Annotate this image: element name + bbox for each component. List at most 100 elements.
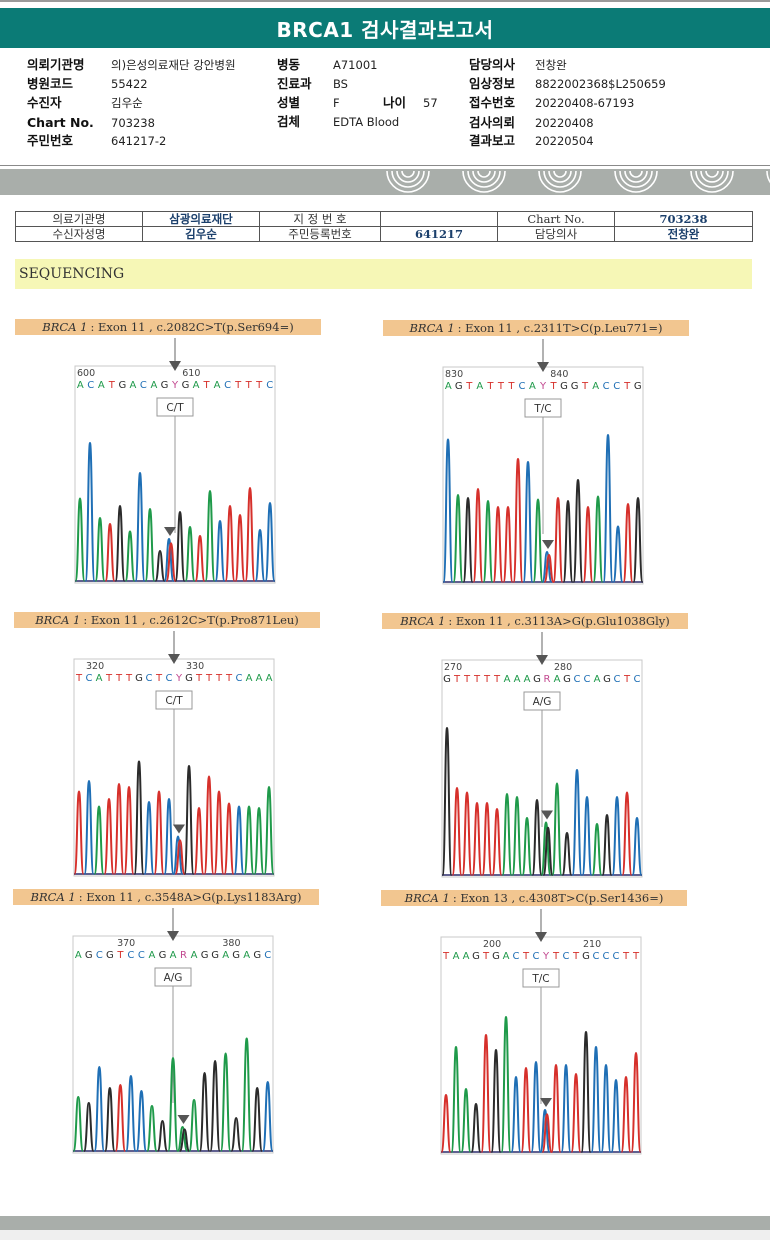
peak-heterozygous	[172, 835, 184, 875]
label-resident-no: 주민번호	[27, 133, 74, 148]
sequencing-section-title: SEQUENCING	[15, 259, 752, 289]
label-request-date: 검사의뢰	[469, 115, 516, 130]
peak-heterozygous	[539, 1108, 551, 1153]
wave-arc	[548, 170, 572, 183]
base-call: T	[482, 951, 490, 962]
peak	[83, 1101, 95, 1152]
peak	[103, 797, 115, 875]
pointer-arrow-icon	[168, 654, 180, 664]
peak	[104, 1086, 116, 1152]
base-call: A	[445, 381, 452, 392]
peak	[133, 760, 145, 875]
position-label: 210	[583, 939, 601, 950]
peak	[83, 779, 95, 875]
peak	[143, 800, 155, 875]
value-age: 57	[423, 96, 438, 110]
peak	[113, 782, 125, 875]
peak	[263, 785, 275, 875]
base-call: C	[518, 381, 525, 392]
base-call: A	[149, 950, 156, 961]
base-call: C	[613, 381, 620, 392]
peak	[460, 1087, 472, 1153]
peak	[135, 1089, 148, 1152]
divider	[0, 165, 770, 166]
peak-heterozygous	[542, 826, 554, 876]
peak	[72, 1095, 84, 1152]
peak	[204, 489, 216, 582]
value-specimen: EDTA Blood	[333, 115, 400, 129]
peak	[451, 786, 463, 876]
peak	[233, 805, 245, 875]
base-call: A	[463, 951, 470, 962]
base-call: C	[86, 673, 93, 684]
base-call: T	[465, 381, 473, 392]
peak-heterozygous	[540, 821, 552, 876]
base-call: C	[533, 951, 540, 962]
base-call: T	[225, 673, 233, 684]
base-call: T	[442, 951, 450, 962]
base-call: T	[549, 381, 557, 392]
peak	[251, 1086, 263, 1152]
variant-panel: BRCA 1: Exon 13 , c.4308T>C(p.Ser1436=) …	[381, 890, 691, 1160]
wave-arc	[553, 170, 567, 178]
peak	[114, 504, 126, 582]
base-call: G	[106, 950, 114, 961]
peak	[591, 822, 603, 876]
peak	[531, 798, 543, 876]
variant-header: BRCA 1: Exon 13 , c.4308T>C(p.Ser1436=)	[381, 890, 687, 906]
pointer-arrow-icon	[536, 655, 548, 665]
base-call: A	[266, 673, 273, 684]
table-row: 수신자성명 김우순 주민등록번호 641217 담당의사 전창완	[15, 226, 753, 242]
label-report-date: 결과보고	[469, 133, 516, 148]
position-label: 840	[550, 369, 568, 380]
peak	[630, 1051, 642, 1153]
wave-arc	[462, 170, 506, 193]
value-request-date: 20220408	[535, 116, 594, 130]
variant-description: : Exon 13 , c.4308T>C(p.Ser1436=)	[452, 891, 664, 905]
base-call: G	[603, 674, 611, 685]
peak	[510, 1075, 522, 1153]
label-chart-no: Chart No.	[27, 115, 94, 130]
wave-arc	[695, 170, 729, 188]
base-call: C	[513, 951, 520, 962]
cell-chart-value: 703238	[614, 211, 753, 227]
base-call: A	[246, 673, 253, 684]
base-call: T	[486, 381, 494, 392]
peak	[481, 801, 493, 876]
base-call: C	[614, 674, 621, 685]
cell-recipient-label: 수신자성명	[15, 226, 143, 242]
base-call: G	[232, 950, 240, 961]
peak	[571, 768, 583, 876]
peak	[230, 1116, 242, 1152]
peak	[209, 1059, 221, 1152]
label-institution: 의뢰기관명	[27, 57, 85, 72]
peak	[253, 806, 265, 875]
peak	[194, 534, 206, 582]
base-call: G	[563, 674, 571, 685]
value-sex: F	[333, 96, 340, 110]
base-call: A	[594, 674, 601, 685]
peak	[144, 507, 156, 582]
peak	[622, 502, 634, 583]
base-call: A	[98, 380, 105, 391]
base-call: G	[253, 950, 261, 961]
peak	[471, 801, 483, 876]
base-call: C	[224, 380, 231, 391]
base-call: T	[108, 380, 116, 391]
base-call: T	[632, 951, 640, 962]
base-call: T	[155, 673, 163, 684]
peak	[512, 457, 524, 583]
value-chart-no: 703238	[111, 116, 155, 130]
peak	[570, 1072, 582, 1153]
base-call: G	[443, 674, 451, 685]
peak-heterozygous	[174, 839, 186, 875]
peak	[620, 1075, 632, 1153]
peak	[580, 1030, 592, 1153]
base-call: G	[582, 951, 590, 962]
base-call: A	[151, 380, 158, 391]
base-call: A	[503, 951, 510, 962]
base-call: T	[507, 381, 515, 392]
wave-arc	[538, 170, 582, 193]
genotype-call-label: A/G	[533, 696, 552, 708]
